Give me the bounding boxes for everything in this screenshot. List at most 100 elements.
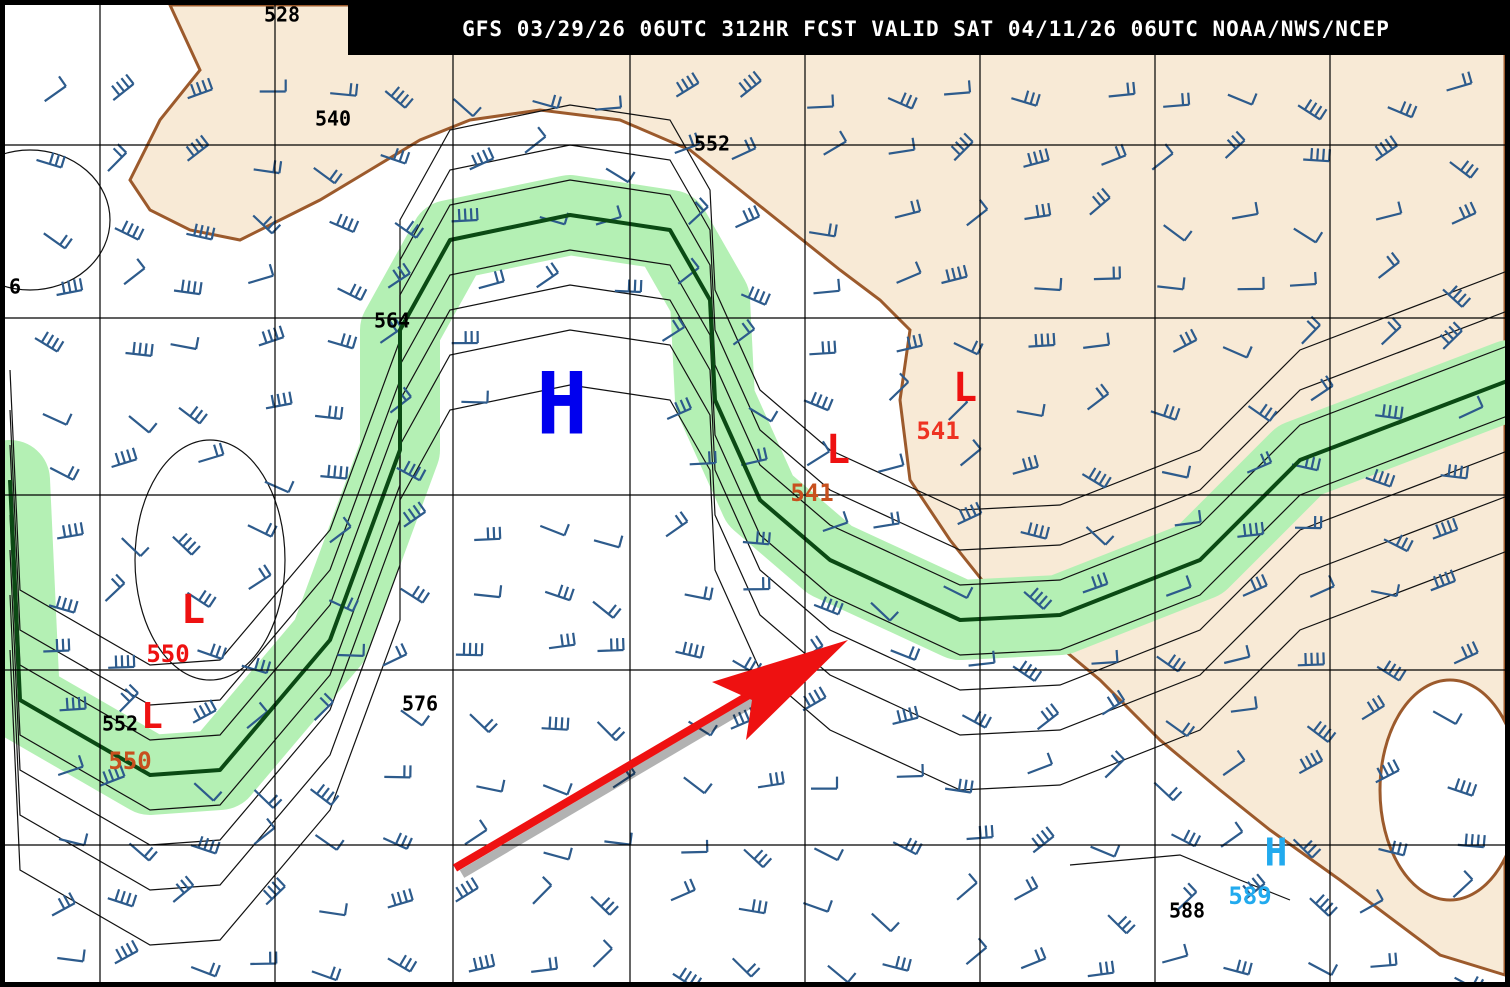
wind-barb xyxy=(173,279,203,296)
wind-barb xyxy=(1378,840,1408,857)
wind-barb xyxy=(1387,101,1418,119)
wind-barb xyxy=(246,701,269,730)
wind-barb xyxy=(956,872,978,901)
wind-barb xyxy=(1383,534,1414,553)
pressure-center-symbol: H xyxy=(1265,831,1288,875)
wind-barb xyxy=(1170,829,1202,848)
wind-barb xyxy=(1442,285,1472,308)
wind-barb xyxy=(478,269,505,290)
wind-barb xyxy=(43,638,71,653)
wind-barb xyxy=(172,532,201,556)
height-contour xyxy=(9,104,1510,666)
wind-barb xyxy=(1307,961,1339,977)
wind-barb xyxy=(125,341,154,357)
wind-barb xyxy=(597,637,625,653)
contour-label: 6 xyxy=(9,275,21,299)
pressure-center-symbol: L xyxy=(141,696,163,737)
wind-barb xyxy=(894,199,922,219)
wind-barb xyxy=(757,771,785,789)
pressure-center-symbol: H xyxy=(536,354,588,454)
wind-barb xyxy=(114,220,145,241)
wind-barb xyxy=(944,778,974,794)
wind-barb xyxy=(950,132,974,162)
wind-barb xyxy=(1375,404,1404,420)
wind-barb xyxy=(57,949,86,963)
wind-barb xyxy=(247,263,275,285)
wind-barb xyxy=(1087,960,1115,978)
height-contour xyxy=(9,329,1510,891)
wind-barb xyxy=(966,199,989,227)
wind-barb xyxy=(384,765,412,779)
wind-barb xyxy=(44,75,67,103)
wind-barb xyxy=(1156,654,1186,673)
wind-barb xyxy=(968,650,996,667)
wind-barb xyxy=(382,832,413,850)
wind-barb xyxy=(1108,81,1136,98)
wind-barb xyxy=(827,964,857,984)
wind-barb xyxy=(1375,759,1400,784)
wind-barb xyxy=(1162,943,1189,964)
wind-barb xyxy=(532,94,562,110)
wind-barb xyxy=(1034,277,1063,292)
pressure-center-value: 589 xyxy=(1228,882,1271,910)
wind-barb xyxy=(1297,99,1328,121)
wind-barb xyxy=(185,134,210,162)
wind-barb xyxy=(675,72,700,98)
wind-barb xyxy=(871,912,900,933)
wind-barb xyxy=(455,642,484,657)
wind-barb xyxy=(803,900,833,913)
arrow-shadow xyxy=(459,668,807,878)
wind-barb xyxy=(337,283,368,301)
wind-barb xyxy=(822,510,849,533)
pressure-center-value: 550 xyxy=(108,747,151,775)
wind-barb xyxy=(248,564,272,591)
wind-barb xyxy=(543,847,573,861)
wind-barb xyxy=(1246,450,1273,474)
height-contour xyxy=(0,149,111,291)
wind-barb xyxy=(731,957,761,978)
wind-barb xyxy=(1297,652,1325,667)
wind-barb xyxy=(1023,148,1050,168)
wind-barb xyxy=(319,903,348,917)
wind-barb xyxy=(1361,694,1386,721)
wind-barb xyxy=(1432,517,1459,540)
wind-barb xyxy=(809,340,837,356)
wind-barb xyxy=(1085,526,1115,546)
wind-barb xyxy=(1223,644,1251,665)
wind-barb xyxy=(186,223,216,241)
pressure-center-symbol: L xyxy=(826,427,850,473)
wind-barb xyxy=(1298,749,1324,775)
wind-barb xyxy=(314,405,344,420)
wind-barb xyxy=(111,447,138,469)
wind-barb xyxy=(1016,403,1046,417)
wind-barb xyxy=(473,585,503,599)
wind-barb xyxy=(544,584,575,602)
wind-barb xyxy=(309,783,340,806)
height-contour xyxy=(9,144,1510,706)
wind-barb xyxy=(1023,587,1053,610)
wind-barb xyxy=(1176,882,1198,911)
wind-barb xyxy=(592,939,613,968)
wind-barb xyxy=(387,262,411,289)
wind-barb xyxy=(614,279,643,294)
wind-barb xyxy=(957,501,983,526)
wind-barb xyxy=(738,70,762,98)
wind-barb xyxy=(104,573,126,602)
wind-barb xyxy=(742,531,771,546)
wind-barb xyxy=(265,391,293,410)
wind-barb xyxy=(99,764,126,787)
wind-barb xyxy=(1242,573,1268,597)
wind-barb xyxy=(743,576,771,591)
wind-barb xyxy=(1440,464,1469,480)
wind-barb xyxy=(1458,395,1484,419)
wind-barb xyxy=(1224,130,1246,159)
wind-barb xyxy=(596,721,626,742)
wind-barb xyxy=(740,286,771,306)
wind-barb xyxy=(681,839,709,854)
wind-barb xyxy=(394,220,425,239)
wind-barb xyxy=(1222,749,1246,777)
wind-barb xyxy=(882,955,912,972)
wind-barb xyxy=(813,847,844,862)
wind-barb xyxy=(896,261,922,284)
